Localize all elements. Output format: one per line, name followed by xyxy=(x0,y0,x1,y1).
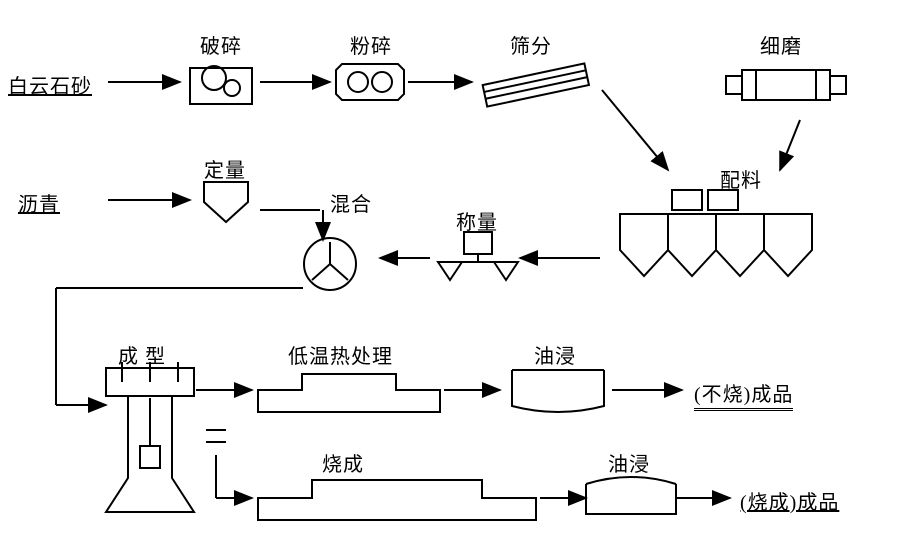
input-dolomite-label: 白云石砂 xyxy=(8,70,92,99)
lowheat-label: 低温热处理 xyxy=(288,340,393,369)
dose-icon xyxy=(198,178,254,228)
mix-label: 混合 xyxy=(330,188,372,217)
batch-icon xyxy=(616,188,816,288)
grinder-icon xyxy=(332,54,408,108)
mixer-icon xyxy=(300,234,360,294)
soak1-label: 油浸 xyxy=(534,340,576,369)
screen-label: 筛分 xyxy=(510,30,552,59)
crusher-icon xyxy=(186,54,256,108)
weigh-icon xyxy=(432,230,524,286)
input-bitumen-label: 沥青 xyxy=(18,188,60,217)
kiln-icon xyxy=(256,474,538,524)
soak2-icon xyxy=(582,472,680,522)
soak1-icon xyxy=(506,366,610,416)
lowheat-icon xyxy=(256,370,442,416)
fine-label: 细磨 xyxy=(760,30,802,59)
fire-label: 烧成 xyxy=(322,448,364,477)
press-icon xyxy=(100,362,200,524)
screen-icon xyxy=(476,56,596,116)
finemill-icon xyxy=(716,56,856,114)
output-unfired-label: (不烧)成品 xyxy=(694,378,793,411)
output-fired-label: (烧成)成品 xyxy=(740,486,839,515)
